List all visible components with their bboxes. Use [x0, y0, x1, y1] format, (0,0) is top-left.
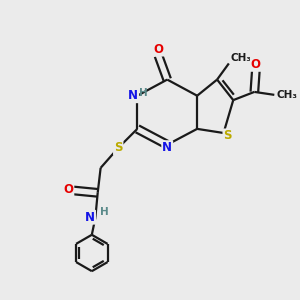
Text: O: O [251, 58, 261, 71]
Text: H: H [100, 208, 109, 218]
Text: O: O [153, 43, 164, 56]
Text: N: N [85, 211, 95, 224]
Text: CH₃: CH₃ [230, 53, 251, 63]
Text: N: N [128, 89, 138, 102]
Text: S: S [114, 141, 122, 154]
Text: H: H [139, 88, 148, 98]
Text: S: S [224, 129, 232, 142]
Text: CH₃: CH₃ [276, 90, 297, 100]
Text: N: N [162, 141, 172, 154]
Text: O: O [63, 183, 74, 196]
